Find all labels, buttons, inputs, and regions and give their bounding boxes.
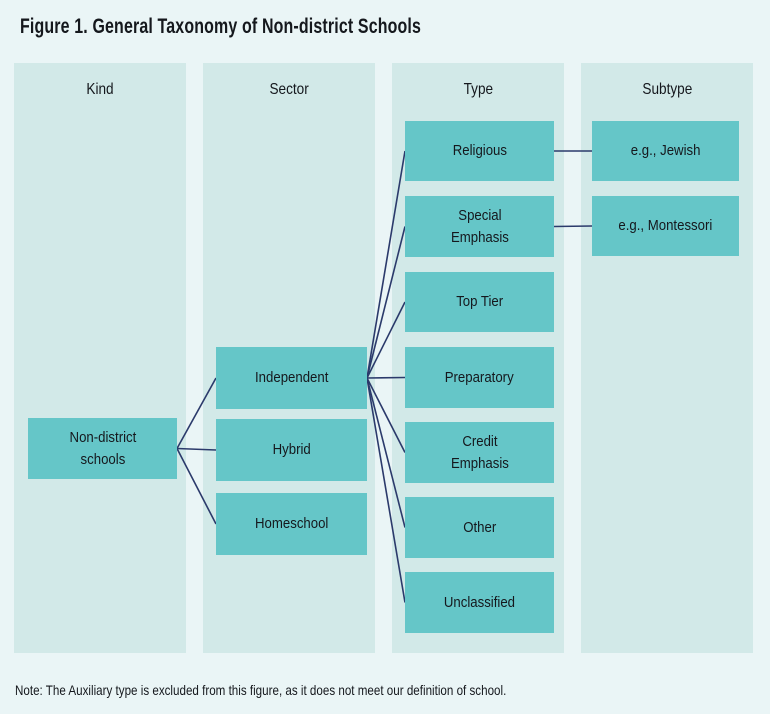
node-hybrid: Hybrid xyxy=(216,419,367,481)
column-header-subtype: Subtype xyxy=(642,81,692,98)
column-header-sector: Sector xyxy=(269,81,309,98)
node-preparatory: Preparatory xyxy=(405,347,554,408)
node-independent: Independent xyxy=(216,347,367,409)
node-non-district-schools: Non-district schools xyxy=(28,418,177,479)
node-credit-emphasis: Credit Emphasis xyxy=(405,422,554,483)
column-header-type: Type xyxy=(463,81,493,98)
node-special-emphasis: Special Emphasis xyxy=(405,196,554,257)
node-top-tier: Top Tier xyxy=(405,272,554,332)
column-kind: Kind xyxy=(14,63,186,653)
node-other: Other xyxy=(405,497,554,558)
node-eg-jewish: e.g., Jewish xyxy=(592,121,739,181)
figure-note: Note: The Auxiliary type is excluded fro… xyxy=(15,682,507,698)
column-header-kind: Kind xyxy=(86,81,114,98)
node-homeschool: Homeschool xyxy=(216,493,367,555)
figure-title: Figure 1. General Taxonomy of Non-distri… xyxy=(20,15,422,38)
node-religious: Religious xyxy=(405,121,554,181)
node-unclassified: Unclassified xyxy=(405,572,554,633)
node-eg-montessori: e.g., Montessori xyxy=(592,196,739,256)
